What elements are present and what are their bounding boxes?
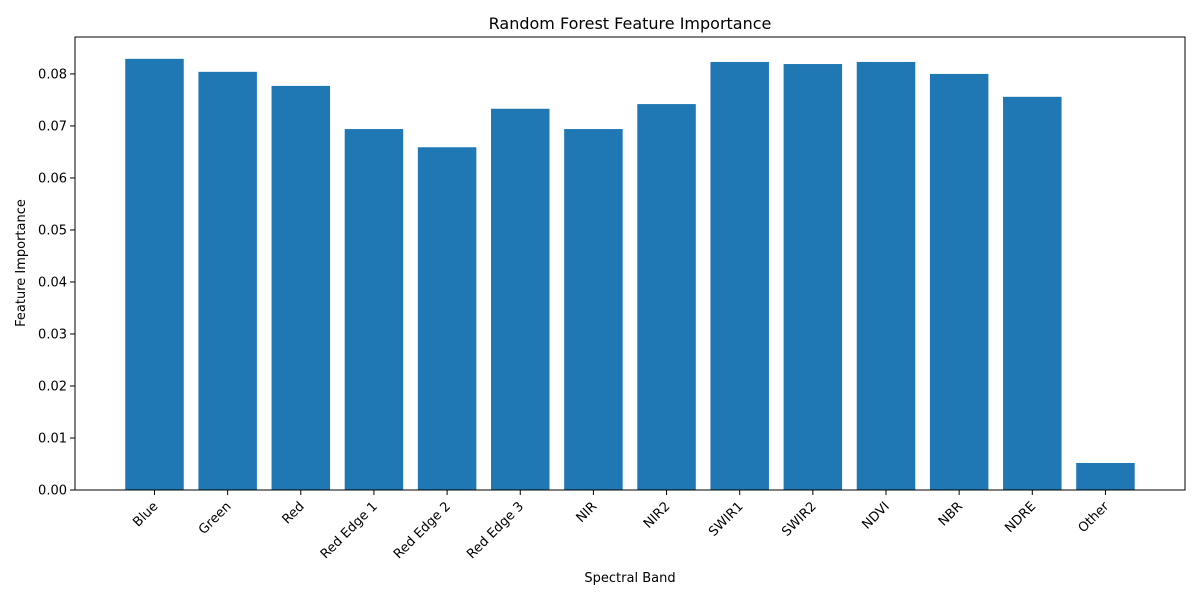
bar-red	[271, 85, 331, 490]
y-tick-label: 0.06	[38, 171, 67, 186]
bar-swir1	[710, 61, 769, 491]
bar-red-edge-1	[344, 129, 404, 490]
x-tick-label: Red	[280, 499, 308, 527]
y-tick-label: 0.01	[38, 431, 67, 446]
x-tick-label: Green	[196, 499, 234, 537]
x-tick-label: SWIR2	[779, 499, 819, 539]
x-tick-label: NIR2	[641, 499, 673, 531]
y-tick-label: 0.04	[38, 275, 67, 290]
bar-swir2	[783, 64, 843, 490]
chart-title: Random Forest Feature Importance	[489, 14, 772, 33]
bar-ndre	[1003, 96, 1062, 490]
y-axis-label: Feature Importance	[14, 199, 29, 327]
bar-nir	[564, 129, 623, 490]
x-tick-label: Other	[1076, 499, 1113, 536]
y-tick-label: 0.08	[38, 67, 67, 82]
y-tick-label: 0.03	[38, 327, 67, 342]
x-tick-label: Red Edge 3	[464, 499, 527, 562]
x-axis-label: Spectral Band	[584, 571, 675, 586]
bar-red-edge-2	[417, 147, 477, 490]
bar-nir2	[637, 104, 696, 490]
x-tick-label: Blue	[130, 499, 161, 530]
x-tick-label: NBR	[936, 499, 966, 529]
bar-ndvi	[856, 61, 916, 491]
bar-red-edge-3	[491, 108, 550, 491]
x-axis: Blue Green Red Red Edge 1 Red Edge 2 Red Edge…	[130, 490, 1113, 562]
bar-blue	[125, 58, 184, 491]
x-tick-label: Red Edge 1	[318, 499, 381, 562]
y-axis: 0.00 0.01 0.02 0.03 0.04 0.05 0.06 0.07 0.08	[38, 67, 75, 499]
bar-green	[198, 71, 257, 490]
bar-nbr	[929, 73, 989, 491]
bar-other	[1076, 462, 1135, 490]
bars-group	[125, 58, 1135, 491]
y-tick-label: 0.05	[38, 223, 67, 238]
x-tick-label: NDRE	[1002, 499, 1039, 536]
x-tick-label: NDVI	[859, 499, 892, 532]
y-tick-label: 0.00	[38, 484, 67, 499]
y-tick-label: 0.02	[38, 379, 67, 394]
x-tick-label: NIR	[574, 499, 601, 526]
x-tick-label: Red Edge 2	[391, 499, 454, 562]
x-tick-label: SWIR1	[706, 499, 746, 539]
plot-frame	[74, 36, 1186, 491]
y-tick-label: 0.07	[38, 119, 67, 134]
